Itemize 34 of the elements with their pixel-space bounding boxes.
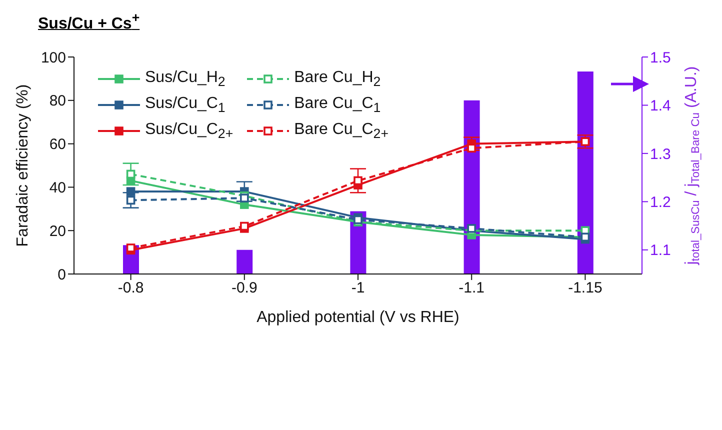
legend-label: Sus/Cu_C$_{2+}$	[145, 120, 234, 142]
y-tick-label: 80	[49, 92, 66, 110]
point	[354, 176, 362, 186]
point	[126, 196, 136, 205]
x-tick-label: -1.1	[458, 280, 485, 297]
point	[240, 222, 249, 231]
legend-label: Bare Cu_H$_{2}$	[294, 68, 381, 90]
chart-title: Sus/Cu + Cs$^{+}$	[38, 10, 140, 34]
point	[126, 187, 136, 196]
point	[467, 144, 476, 153]
y-tick-label: 60	[49, 136, 66, 154]
y-tick-label: 100	[40, 49, 66, 66]
y2-tick-label: 1.4	[650, 98, 671, 115]
y2-tick-label: 1.5	[650, 49, 671, 66]
y-tick-label: 0	[58, 266, 66, 284]
x-tick-label: -0.9	[231, 280, 258, 297]
legend-label: Sus/Cu_C$_{1}$	[145, 94, 226, 116]
legend-label: Bare Cu_C$_{2+}$	[294, 120, 388, 142]
y-tick-label: 40	[49, 180, 66, 197]
x-tick-label: -0.8	[118, 280, 144, 297]
point	[354, 215, 362, 224]
legend-label: Bare Cu_C$_{1}$	[294, 94, 381, 116]
y-axis-title: Faradaic efficiency (%)	[14, 84, 32, 247]
point	[126, 244, 136, 252]
y2-tick-label: 1.1	[650, 242, 671, 260]
x-axis-title: Applied potential (V vs RHE)	[256, 309, 460, 326]
point	[240, 194, 249, 202]
x-tick-label: -1	[351, 280, 365, 297]
y2-tick-label: 1.2	[650, 194, 671, 211]
y2-tick-label: 1.3	[650, 146, 671, 163]
x-tick-label: -1.15	[568, 280, 602, 297]
legend-label: Sus/Cu_H$_{2}$	[145, 68, 226, 90]
point	[126, 170, 136, 179]
y-tick-label: 20	[49, 222, 66, 240]
